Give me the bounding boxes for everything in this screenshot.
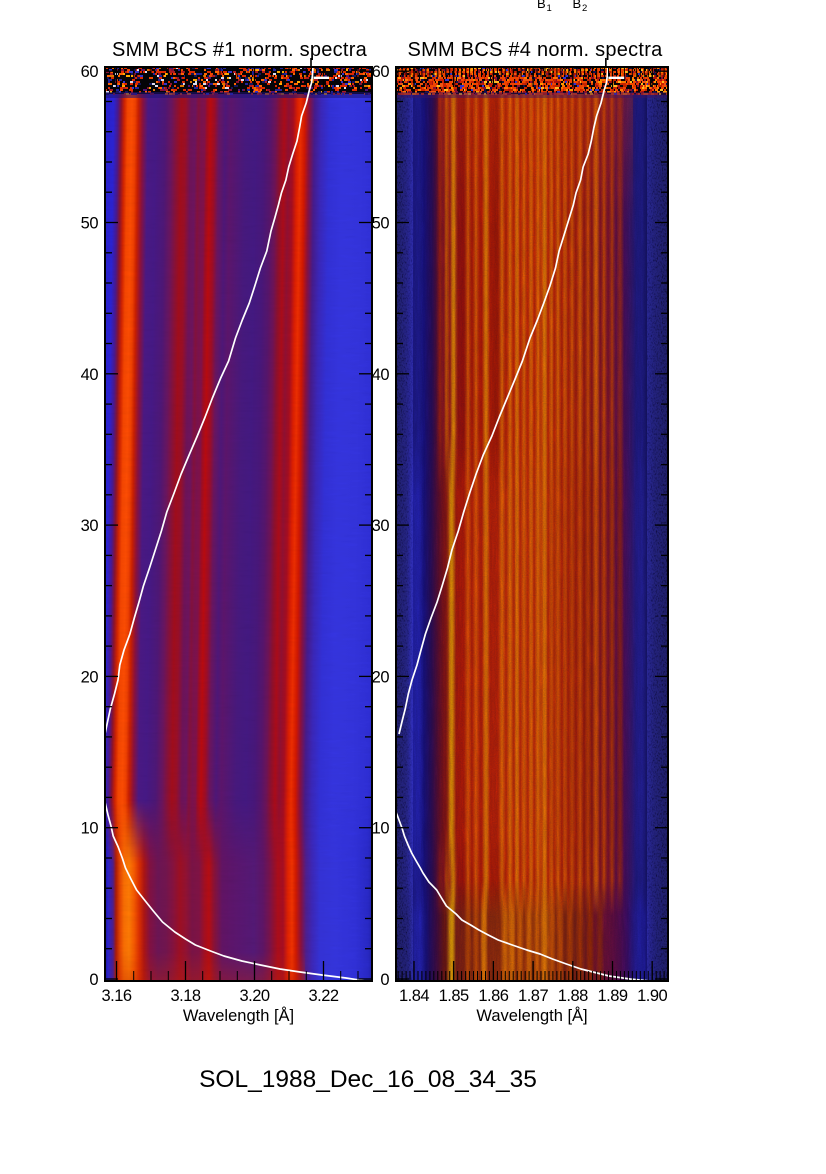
svg-text:10: 10 (372, 820, 390, 838)
svg-text:20: 20 (81, 668, 99, 686)
svg-text:3.22: 3.22 (308, 987, 338, 1005)
svg-text:1.88: 1.88 (558, 987, 588, 1005)
svg-text:Wavelength [Å]: Wavelength [Å] (476, 1006, 587, 1025)
svg-text:3.16: 3.16 (101, 987, 131, 1005)
svg-text:60: 60 (81, 63, 99, 81)
svg-text:0: 0 (380, 971, 389, 989)
svg-text:SOL_1988_Dec_16_08_34_35: SOL_1988_Dec_16_08_34_35 (199, 1066, 537, 1093)
svg-text:1.85: 1.85 (439, 987, 469, 1005)
svg-text:3.20: 3.20 (239, 987, 269, 1005)
svg-text:50: 50 (372, 215, 390, 233)
svg-text:1: 1 (547, 3, 552, 14)
svg-text:60: 60 (372, 63, 390, 81)
svg-text:1.86: 1.86 (478, 987, 508, 1005)
svg-text:1.89: 1.89 (597, 987, 627, 1005)
svg-text:30: 30 (81, 517, 99, 535)
svg-text:2: 2 (582, 3, 587, 14)
svg-text:40: 40 (81, 366, 99, 384)
svg-text:50: 50 (81, 215, 99, 233)
svg-text:1.90: 1.90 (637, 987, 667, 1005)
svg-text:SMM BCS #1 norm. spectra: SMM BCS #1 norm. spectra (112, 39, 368, 61)
svg-text:Wavelength [Å]: Wavelength [Å] (183, 1006, 294, 1025)
svg-text:1.84: 1.84 (399, 987, 429, 1005)
svg-text:SMM BCS #4 norm. spectra: SMM BCS #4 norm. spectra (408, 39, 664, 61)
svg-text:0: 0 (89, 971, 98, 989)
svg-text:10: 10 (81, 820, 99, 838)
svg-text:3.18: 3.18 (170, 987, 200, 1005)
svg-text:B: B (537, 0, 546, 11)
svg-text:1.87: 1.87 (518, 987, 548, 1005)
svg-text:30: 30 (372, 517, 390, 535)
svg-text:40: 40 (372, 366, 390, 384)
svg-text:20: 20 (372, 668, 390, 686)
svg-text:B: B (573, 0, 582, 11)
